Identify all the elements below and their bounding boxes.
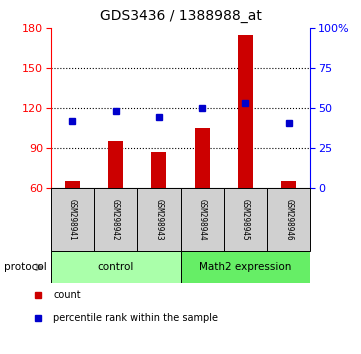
Bar [151, 152, 166, 188]
Text: percentile rank within the sample: percentile rank within the sample [53, 313, 218, 323]
Text: GSM298942: GSM298942 [111, 199, 120, 240]
Bar [224, 188, 267, 251]
Text: Math2 expression: Math2 expression [199, 262, 292, 272]
Text: count: count [53, 290, 81, 300]
Bar [108, 141, 123, 188]
Bar [180, 188, 224, 251]
Bar [238, 35, 253, 188]
Text: GSM298946: GSM298946 [284, 199, 293, 240]
Bar [51, 251, 180, 283]
Bar [180, 251, 310, 283]
Text: GSM298943: GSM298943 [155, 199, 163, 240]
Text: protocol: protocol [4, 262, 46, 272]
Text: GSM298944: GSM298944 [198, 199, 206, 240]
Bar [94, 188, 137, 251]
Bar [137, 188, 180, 251]
Bar [281, 181, 296, 188]
Bar [51, 188, 94, 251]
Bar [195, 128, 210, 188]
Text: control: control [97, 262, 134, 272]
Bar [65, 181, 80, 188]
Text: GDS3436 / 1388988_at: GDS3436 / 1388988_at [100, 9, 261, 23]
Text: GSM298945: GSM298945 [241, 199, 250, 240]
Text: GSM298941: GSM298941 [68, 199, 77, 240]
Bar [267, 188, 310, 251]
